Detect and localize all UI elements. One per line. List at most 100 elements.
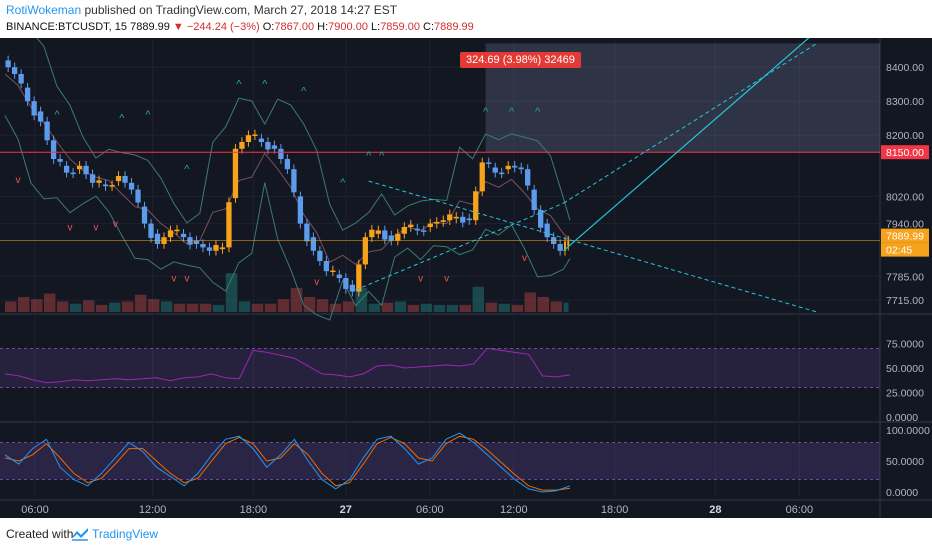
price-axis-label: 02:45 [886,245,912,257]
down-arrow-icon: ▼ [172,21,184,33]
sell-signal-chevron: v [418,273,423,284]
candle-body [356,264,362,292]
volume-bar [472,286,485,312]
candle-body [291,169,297,193]
candle-body [128,182,135,190]
volume-bar [550,301,563,312]
open-label: O: [262,21,275,33]
candle-body [330,270,336,273]
rsi-axis-label: 75.0000 [886,339,924,351]
measure-label: 324.69 (3.98%) 32469 [460,52,581,68]
candle-body [466,218,472,221]
candle-body [349,284,355,292]
volume-bar [563,302,569,312]
ohlc-line: BINANCE:BTCUSDT, 15 7889.99 ▼ −244.24 (−… [6,21,474,33]
candle-body [148,223,154,238]
candle-body [76,165,83,170]
x-tick-label: 12:00 [500,504,528,516]
volume-bar [160,301,173,312]
close-label: C: [423,21,435,33]
candle-body [434,221,440,224]
sell-signal-chevron: v [67,222,72,233]
x-tick-label: 12:00 [139,504,167,516]
x-tick-label: 06:00 [416,504,444,516]
volume-bar [511,304,524,312]
buy-signal-chevron: ^ [145,109,151,121]
volume-bar [212,304,225,312]
last-price: 7889.99 [130,21,170,33]
sell-signal-chevron: v [184,273,189,284]
candle-body [245,135,252,142]
bollinger-upper [4,30,571,231]
candle-body [460,216,466,223]
candle-body [206,247,213,251]
buy-signal-chevron: ^ [262,79,268,91]
candle-body [271,145,278,149]
candle-body [525,169,531,186]
candle-body [109,185,115,187]
volume-bar [407,304,420,312]
volume-bar [173,303,186,312]
publish-info: published on TradingView.com, March 27, … [81,3,398,17]
candle-body [180,233,187,238]
volume-bar [303,296,316,312]
volume-bar [381,302,394,312]
volume-bar [95,304,108,312]
buy-signal-chevron: ^ [236,79,242,91]
candle-body [122,176,128,183]
buy-signal-chevron: ^ [483,106,489,118]
candle-body [317,250,323,261]
tradingview-brand[interactable]: TradingView [92,527,159,541]
volume-bar [238,301,251,312]
candle-body [219,247,226,250]
stoch-axis-label: 50.0000 [886,456,924,468]
volume-bar [199,303,212,312]
volume-bar [394,301,407,312]
candle-body [115,176,122,182]
trendline-dashed-up-ext [563,42,818,204]
trendline-solid [563,36,811,252]
candle-body [447,214,453,221]
candle-body [505,165,511,170]
price-axis-label: 8020.00 [886,191,924,203]
author-link[interactable]: RotiWokeman [6,3,82,17]
stoch-k-line [4,432,571,493]
price-axis-badge [881,242,929,257]
chart-svg[interactable]: 06:00 12:00 18:00 27 06:00 12:00 18:00 28 06:00 ^… [0,30,932,518]
candle-body [564,241,567,251]
symbol-label[interactable]: BINANCE:BTCUSDT, 15 [6,21,128,33]
candle-body [401,227,407,234]
buy-signal-chevron: ^ [535,106,541,118]
rsi-line [4,347,571,384]
candle-body [83,165,89,175]
candle-body [512,165,518,168]
volume-bar [43,293,56,312]
volume-bar [82,300,95,312]
candle-body [382,230,388,240]
x-tick-label: 18:00 [601,504,629,516]
volume-bar [433,304,446,312]
trendline-dashed-up [355,202,564,291]
tradingview-logo-icon [72,528,88,541]
buy-signal-chevron: ^ [340,177,346,189]
x-tick-label: 27 [340,504,352,516]
candle-body [304,223,310,242]
stoch-d-line [4,435,571,491]
x-tick-label: 06:00 [786,504,814,516]
volume-bar [524,292,537,312]
volume-bar [251,303,264,312]
candle-body [499,172,505,175]
candle-body [473,191,479,221]
volume-bar [277,299,290,312]
rsi-axis-label: 0.0000 [886,412,918,424]
candle-body [141,206,148,224]
price-axis-label: 8400.00 [886,62,924,74]
candle-body [544,223,550,238]
volume-bar [446,304,459,312]
volume-bar [134,294,147,312]
buy-signal-chevron: ^ [184,164,190,176]
candle-body [167,230,174,238]
chart-area[interactable]: 06:00 12:00 18:00 27 06:00 12:00 18:00 28 06:00 ^… [0,30,932,518]
volume-bar [290,287,303,312]
candle-body [538,210,544,228]
